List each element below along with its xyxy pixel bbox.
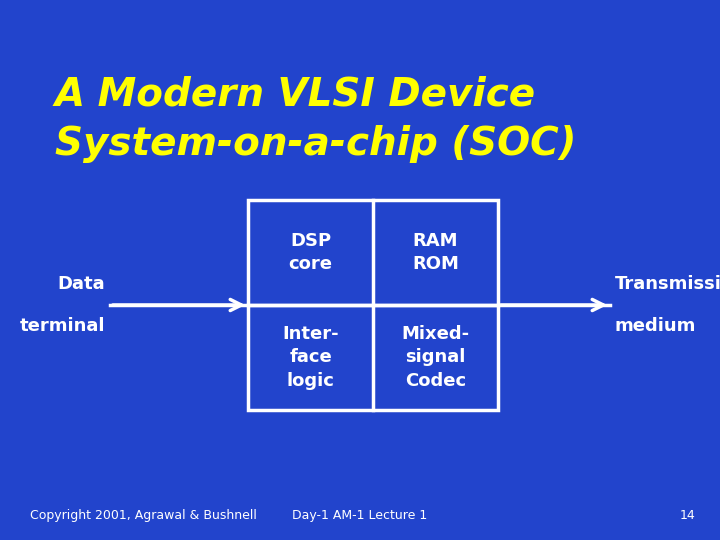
Text: 14: 14 bbox=[679, 509, 695, 522]
Text: terminal: terminal bbox=[19, 317, 105, 335]
Text: Inter-
face
logic: Inter- face logic bbox=[282, 325, 339, 390]
Text: medium: medium bbox=[615, 317, 696, 335]
Text: Mixed-
signal
Codec: Mixed- signal Codec bbox=[402, 325, 469, 390]
Text: DSP
core: DSP core bbox=[289, 232, 333, 273]
Text: RAM
ROM: RAM ROM bbox=[412, 232, 459, 273]
Text: A Modern VLSI Device: A Modern VLSI Device bbox=[55, 75, 536, 113]
Text: Day-1 AM-1 Lecture 1: Day-1 AM-1 Lecture 1 bbox=[292, 509, 428, 522]
Text: Transmission: Transmission bbox=[615, 275, 720, 293]
Text: Copyright 2001, Agrawal & Bushnell: Copyright 2001, Agrawal & Bushnell bbox=[30, 509, 257, 522]
Bar bbox=[248, 200, 498, 410]
Text: System-on-a-chip (SOC): System-on-a-chip (SOC) bbox=[55, 125, 577, 163]
Text: Data: Data bbox=[58, 275, 105, 293]
